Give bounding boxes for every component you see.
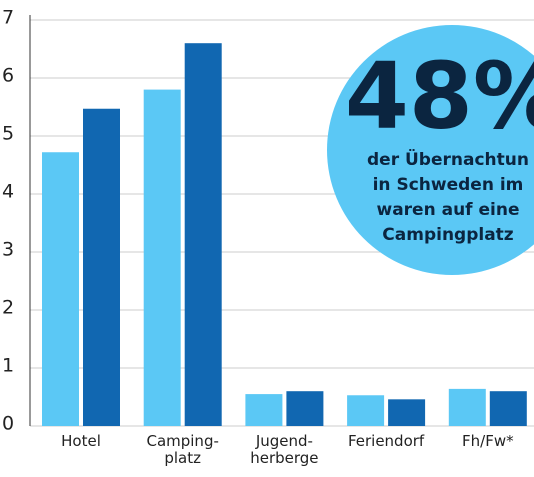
y-tick-label: 2 <box>2 297 14 319</box>
bar <box>347 395 385 426</box>
bar <box>286 391 324 426</box>
y-tick-label: 6 <box>2 65 14 87</box>
bar <box>184 43 222 426</box>
bar <box>143 89 181 426</box>
x-tick-label: Feriendorf <box>347 432 425 450</box>
x-tick-label: Camping- platz <box>146 432 219 467</box>
bar <box>83 108 120 427</box>
annotation-line: waren auf eine <box>377 200 520 220</box>
bar <box>388 399 426 426</box>
annotation-line: in Schweden im <box>373 175 524 195</box>
bar <box>448 388 486 426</box>
x-tick-label: Hotel <box>61 432 101 450</box>
bar <box>489 391 527 426</box>
y-tick-label: 5 <box>2 123 14 145</box>
annotation-headline: 48% <box>345 42 534 149</box>
annotation-line: der Übernachtun <box>367 148 529 170</box>
y-tick-label: 0 <box>2 413 14 435</box>
x-tick-label: Fh/Fw* <box>462 432 514 450</box>
bar <box>42 152 79 427</box>
annotation-circle <box>327 25 534 275</box>
y-tick-label: 1 <box>2 355 14 377</box>
y-tick-label: 3 <box>2 239 14 261</box>
annotation-line: Campingplatz <box>382 225 514 245</box>
y-tick-label: 7 <box>2 7 14 29</box>
y-tick-label: 4 <box>2 181 14 203</box>
bar <box>245 394 283 426</box>
x-tick-label: Jugend- herberge <box>250 432 319 467</box>
